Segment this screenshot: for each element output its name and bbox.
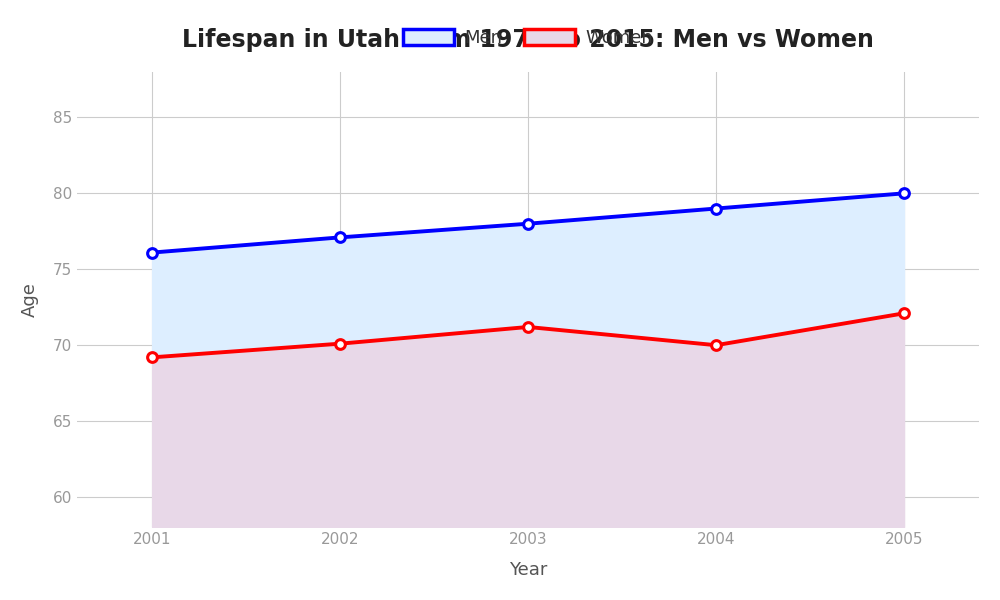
Y-axis label: Age: Age xyxy=(21,282,39,317)
Legend: Men, Women: Men, Women xyxy=(396,22,660,55)
Title: Lifespan in Utah from 1971 to 2015: Men vs Women: Lifespan in Utah from 1971 to 2015: Men … xyxy=(182,28,874,52)
X-axis label: Year: Year xyxy=(509,561,547,579)
